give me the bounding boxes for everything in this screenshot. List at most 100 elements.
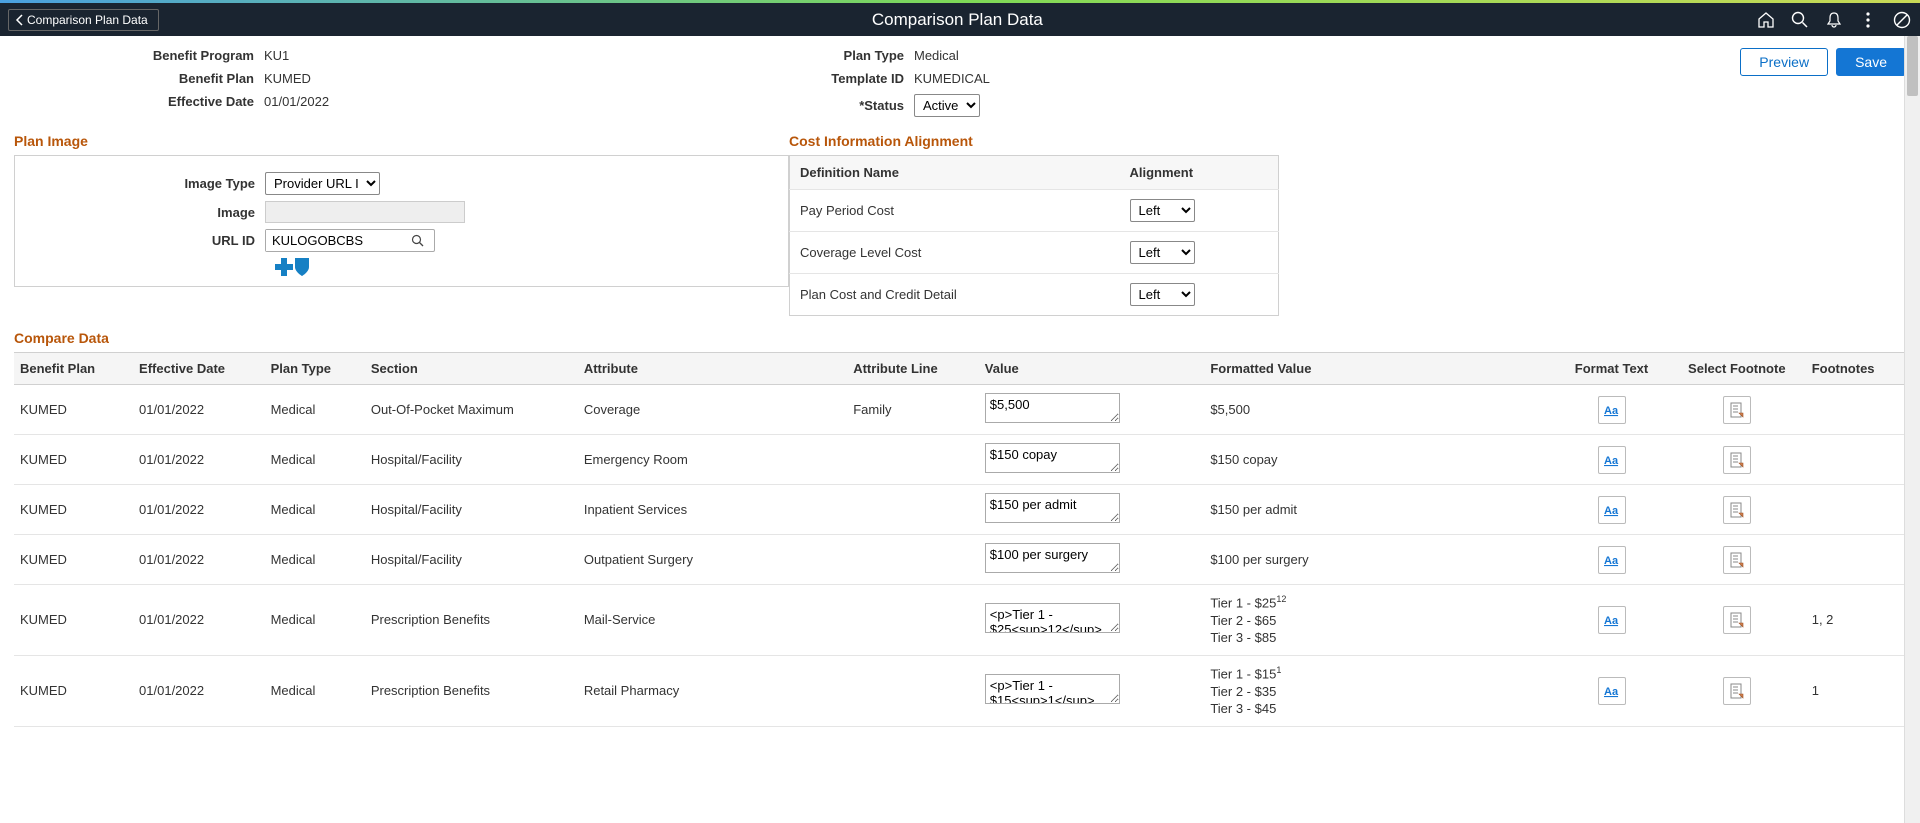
cell-formatted-value: Tier 1 - $2512Tier 2 - $65Tier 3 - $85 — [1204, 585, 1555, 656]
effective-date-value: 01/01/2022 — [264, 94, 329, 109]
field-url-id: URL ID — [15, 229, 788, 252]
compare-row: KUMED 01/01/2022 Medical Out-Of-Pocket M… — [14, 385, 1906, 435]
cell-footnotes — [1806, 385, 1906, 435]
shield-icon — [295, 258, 309, 276]
cost-col-alignment: Alignment — [1120, 156, 1279, 190]
url-id-input[interactable] — [266, 230, 411, 251]
cell-benefit-plan: KUMED — [14, 585, 133, 656]
cell-plan-type: Medical — [265, 485, 365, 535]
field-plan-type: Plan Type Medical — [784, 48, 1164, 63]
compare-table: Benefit Plan Effective Date Plan Type Se… — [14, 352, 1906, 727]
plan-image-section: Plan Image Image Type Provider URL ID Im… — [14, 133, 789, 316]
select-footnote-button[interactable] — [1723, 677, 1751, 705]
search-icon[interactable] — [1790, 10, 1810, 30]
value-input[interactable]: $150 copay — [985, 443, 1120, 473]
format-text-button[interactable]: Aa — [1598, 546, 1626, 574]
cost-alignment-cell: Left — [1120, 232, 1279, 274]
preview-button[interactable]: Preview — [1740, 48, 1828, 76]
benefit-program-label: Benefit Program — [14, 48, 264, 63]
cell-format-text: Aa — [1555, 655, 1668, 726]
scrollbar-thumb[interactable] — [1907, 36, 1918, 96]
status-select[interactable]: Active — [914, 94, 980, 117]
cell-attribute-line — [847, 585, 979, 656]
cost-info-table: Definition Name Alignment Pay Period Cos… — [789, 155, 1279, 316]
url-id-label: URL ID — [15, 233, 265, 248]
alignment-select[interactable]: Left — [1130, 283, 1195, 306]
select-footnote-button[interactable] — [1723, 396, 1751, 424]
header-right-col: Plan Type Medical Template ID KUMEDICAL … — [784, 48, 1164, 125]
format-text-button[interactable]: Aa — [1598, 606, 1626, 634]
col-attribute-line: Attribute Line — [847, 353, 979, 385]
svg-text:Aa: Aa — [1604, 686, 1619, 698]
cell-attribute-line — [847, 535, 979, 585]
cell-plan-type: Medical — [265, 535, 365, 585]
topbar: Comparison Plan Data Comparison Plan Dat… — [0, 0, 1920, 36]
svg-text:Aa: Aa — [1604, 555, 1619, 567]
format-text-button[interactable]: Aa — [1598, 496, 1626, 524]
cell-attribute: Outpatient Surgery — [578, 535, 847, 585]
select-footnote-button[interactable] — [1723, 496, 1751, 524]
cell-effective-date: 01/01/2022 — [133, 485, 265, 535]
cell-section: Hospital/Facility — [365, 435, 578, 485]
template-id-label: Template ID — [784, 71, 914, 86]
cell-footnotes — [1806, 435, 1906, 485]
cell-select-footnote — [1668, 585, 1806, 656]
header-left-col: Benefit Program KU1 Benefit Plan KUMED E… — [14, 48, 784, 125]
value-input[interactable]: <p>Tier 1 - $15<sup>1</sup></p><p>Tier 2 — [985, 674, 1120, 704]
cell-plan-type: Medical — [265, 435, 365, 485]
cell-format-text: Aa — [1555, 535, 1668, 585]
mid-sections: Plan Image Image Type Provider URL ID Im… — [14, 133, 1906, 316]
block-icon[interactable] — [1892, 10, 1912, 30]
format-text-button[interactable]: Aa — [1598, 446, 1626, 474]
back-label: Comparison Plan Data — [27, 13, 148, 27]
image-type-select[interactable]: Provider URL ID — [265, 172, 380, 195]
more-icon[interactable] — [1858, 10, 1878, 30]
alignment-select[interactable]: Left — [1130, 199, 1195, 222]
back-button[interactable]: Comparison Plan Data — [8, 9, 159, 31]
cost-definition-name: Plan Cost and Credit Detail — [790, 274, 1120, 316]
cost-info-row: Pay Period Cost Left — [790, 190, 1279, 232]
select-footnote-button[interactable] — [1723, 546, 1751, 574]
compare-row: KUMED 01/01/2022 Medical Prescription Be… — [14, 585, 1906, 656]
status-label: *Status — [784, 98, 914, 113]
lookup-icon[interactable] — [411, 234, 425, 248]
value-input[interactable]: $100 per surgery — [985, 543, 1120, 573]
cell-effective-date: 01/01/2022 — [133, 655, 265, 726]
cost-info-header-row: Definition Name Alignment — [790, 156, 1279, 190]
cell-benefit-plan: KUMED — [14, 385, 133, 435]
select-footnote-button[interactable] — [1723, 446, 1751, 474]
cell-value: <p>Tier 1 - $25<sup>12</sup></p><p>Tier … — [979, 585, 1205, 656]
cell-attribute: Mail-Service — [578, 585, 847, 656]
cell-benefit-plan: KUMED — [14, 485, 133, 535]
save-button[interactable]: Save — [1836, 48, 1906, 76]
cell-select-footnote — [1668, 485, 1806, 535]
compare-section: Compare Data Benefit Plan Effective Date… — [14, 330, 1906, 727]
format-text-button[interactable]: Aa — [1598, 677, 1626, 705]
value-input[interactable]: $5,500 — [985, 393, 1120, 423]
field-effective-date: Effective Date 01/01/2022 — [14, 94, 784, 109]
col-formatted-value: Formatted Value — [1204, 353, 1555, 385]
scrollbar[interactable] — [1904, 36, 1920, 823]
cell-attribute-line — [847, 655, 979, 726]
cell-attribute-line: Family — [847, 385, 979, 435]
format-text-button[interactable]: Aa — [1598, 396, 1626, 424]
benefit-plan-value: KUMED — [264, 71, 311, 86]
cell-attribute: Coverage — [578, 385, 847, 435]
effective-date-label: Effective Date — [14, 94, 264, 109]
field-status: *Status Active — [784, 94, 1164, 117]
cost-alignment-cell: Left — [1120, 274, 1279, 316]
col-footnotes: Footnotes — [1806, 353, 1906, 385]
value-input[interactable]: <p>Tier 1 - $25<sup>12</sup></p><p>Tier … — [985, 603, 1120, 633]
home-icon[interactable] — [1756, 10, 1776, 30]
plan-type-value: Medical — [914, 48, 959, 63]
cost-definition-name: Coverage Level Cost — [790, 232, 1120, 274]
value-input[interactable]: $150 per admit — [985, 493, 1120, 523]
cell-formatted-value: $150 per admit — [1204, 485, 1555, 535]
cell-attribute-line — [847, 435, 979, 485]
cell-footnotes: 1, 2 — [1806, 585, 1906, 656]
cell-attribute-line — [847, 485, 979, 535]
cell-section: Hospital/Facility — [365, 485, 578, 535]
alignment-select[interactable]: Left — [1130, 241, 1195, 264]
bell-icon[interactable] — [1824, 10, 1844, 30]
select-footnote-button[interactable] — [1723, 606, 1751, 634]
